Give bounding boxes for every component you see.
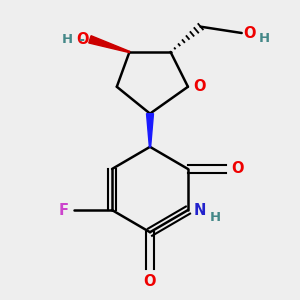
Text: H: H [61,33,73,46]
Text: N: N [194,202,206,217]
Text: O: O [76,32,88,47]
Text: H: H [209,212,220,224]
Text: -: - [78,32,84,47]
Text: F: F [58,202,68,217]
Polygon shape [146,114,154,147]
Text: O: O [243,26,256,40]
Polygon shape [89,36,130,52]
Text: O: O [194,79,206,94]
Text: H: H [259,32,270,45]
Text: O: O [232,161,244,176]
Text: O: O [144,274,156,289]
